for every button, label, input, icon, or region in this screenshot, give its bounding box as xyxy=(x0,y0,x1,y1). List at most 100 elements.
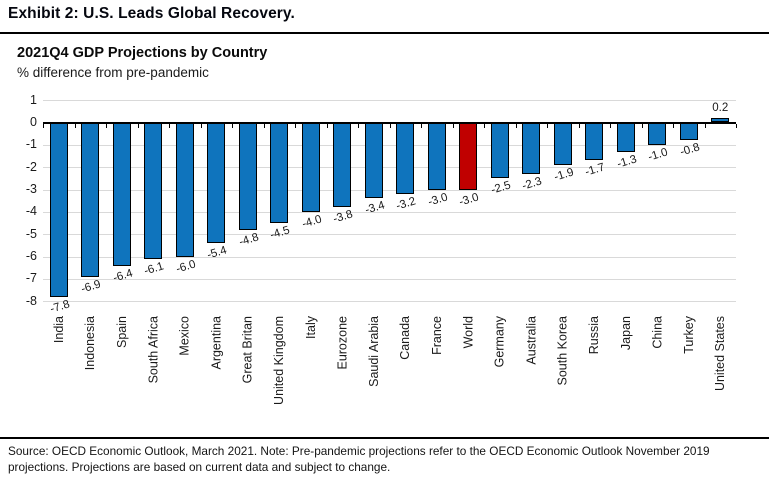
y-axis-tick-label: -8 xyxy=(25,293,37,308)
y-axis-tick-label: -3 xyxy=(25,182,37,197)
value-label: -3.2 xyxy=(395,195,418,213)
bar-world xyxy=(459,122,478,190)
value-label: -5.4 xyxy=(206,244,229,262)
y-gridline xyxy=(43,211,736,213)
chart-subtitle: % difference from pre-pandemic xyxy=(17,65,209,80)
y-axis-tick-label: -7 xyxy=(25,271,37,286)
x-axis-label-russia: Russia xyxy=(587,316,602,355)
x-axis-label-united-kingdom: United Kingdom xyxy=(272,316,287,405)
value-label: -4.5 xyxy=(269,224,292,242)
value-label: -1.7 xyxy=(584,161,607,180)
y-axis-tick-label: -6 xyxy=(25,249,37,264)
bar-chart-plot-area: 1 0 -1 -2 -3 -4 -5 -6 -7 -8 -7.8 India -6.9 Indonesia… xyxy=(25,92,737,405)
x-axis-label-spain: Spain xyxy=(114,316,129,348)
x-axis-tick xyxy=(421,123,422,128)
x-axis-label-canada: Canada xyxy=(398,316,413,360)
value-label: -2.5 xyxy=(489,179,512,198)
x-axis-label-saudi-arabia: Saudi Arabia xyxy=(366,316,381,387)
bar-india xyxy=(49,122,68,297)
x-axis-tick xyxy=(169,123,170,128)
x-axis-tick xyxy=(704,123,706,128)
source-note: Source: OECD Economic Outlook, March 202… xyxy=(8,444,764,475)
y-gridline xyxy=(43,167,736,169)
source-note-line1: Source: OECD Economic Outlook, March 202… xyxy=(8,444,710,458)
value-label: -6.9 xyxy=(80,278,103,296)
x-axis-tick xyxy=(43,123,44,128)
value-label: -4.0 xyxy=(300,213,323,231)
x-axis-tick xyxy=(673,123,674,128)
x-axis-label-indonesia: Indonesia xyxy=(83,316,98,371)
exhibit-title: Exhibit 2: U.S. Leads Global Recovery. xyxy=(8,5,295,22)
x-axis-label-south-korea: South Korea xyxy=(555,316,570,386)
x-axis-label-eurozone: Eurozone xyxy=(335,316,350,370)
x-axis-label-united-states: United States xyxy=(713,316,728,392)
x-axis-label-germany: Germany xyxy=(492,316,507,368)
y-gridline xyxy=(43,189,736,191)
x-axis-tick xyxy=(106,123,107,128)
y-gridline xyxy=(43,144,736,146)
bar-eurozone xyxy=(333,122,352,208)
x-axis-tick xyxy=(137,123,139,128)
footer-divider xyxy=(0,437,769,439)
x-axis-tick xyxy=(610,123,611,128)
bar-australia xyxy=(522,122,541,174)
y-gridline xyxy=(43,100,736,102)
y-axis-tick-label: -5 xyxy=(25,226,37,241)
x-axis-zero-line xyxy=(43,121,736,124)
x-axis-tick xyxy=(515,123,517,128)
y-axis-tick-label: -4 xyxy=(25,204,37,219)
value-label: -6.0 xyxy=(174,257,197,276)
x-axis-tick xyxy=(389,123,391,128)
value-label: -3.0 xyxy=(458,190,481,209)
x-axis-label-great-britan: Great Britan xyxy=(240,316,255,384)
source-note-line2: projections. Projections are based on cu… xyxy=(8,459,391,474)
x-axis-label-japan: Japan xyxy=(618,316,633,351)
y-axis-tick-label: 0 xyxy=(30,115,37,129)
x-axis-label-china: China xyxy=(650,316,665,349)
x-axis-tick xyxy=(358,123,359,128)
bar-united-kingdom xyxy=(270,122,289,224)
y-axis-tick-label: -1 xyxy=(25,137,37,152)
x-axis-tick xyxy=(484,123,485,128)
x-axis-tick xyxy=(326,123,328,128)
x-axis-label-turkey: Turkey xyxy=(681,316,696,354)
x-axis-label-australia: Australia xyxy=(524,316,539,365)
bar-turkey xyxy=(679,122,698,141)
value-label: -6.4 xyxy=(111,266,134,285)
bar-south-africa xyxy=(144,122,163,259)
x-axis-label-south-africa: South Africa xyxy=(146,316,161,384)
value-label: 0.2 xyxy=(712,102,729,115)
value-label: -6.1 xyxy=(143,260,166,278)
x-axis-tick xyxy=(263,123,265,128)
x-axis-tick xyxy=(74,123,76,128)
value-label: -3.0 xyxy=(426,190,449,209)
x-axis-tick xyxy=(641,123,643,128)
bar-china xyxy=(648,122,667,145)
y-gridline xyxy=(43,256,736,258)
x-axis-label-argentina: Argentina xyxy=(209,316,224,370)
x-axis-label-italy: Italy xyxy=(303,316,318,339)
x-axis-tick xyxy=(232,123,233,128)
bar-saudi-arabia xyxy=(364,122,383,199)
y-axis-tick-label: 1 xyxy=(30,92,37,107)
chart-title: 2021Q4 GDP Projections by Country xyxy=(17,45,268,61)
bar-great-britan xyxy=(238,122,257,230)
value-label: -1.0 xyxy=(647,146,670,164)
bar-canada xyxy=(396,122,415,195)
bar-france xyxy=(427,122,446,190)
x-axis-tick xyxy=(736,123,737,128)
x-axis-label-france: France xyxy=(429,316,444,355)
x-axis-tick xyxy=(578,123,580,128)
y-gridline xyxy=(43,301,736,303)
bar-argentina xyxy=(207,122,226,244)
value-label: -3.4 xyxy=(363,199,386,218)
bar-japan xyxy=(616,122,635,152)
bar-italy xyxy=(301,122,320,212)
bar-indonesia xyxy=(81,122,100,277)
x-axis-label-world: World xyxy=(461,316,476,349)
x-axis-tick xyxy=(547,123,548,128)
bar-germany xyxy=(490,122,509,179)
bar-mexico xyxy=(175,122,194,257)
x-axis-label-india: India xyxy=(51,316,66,344)
